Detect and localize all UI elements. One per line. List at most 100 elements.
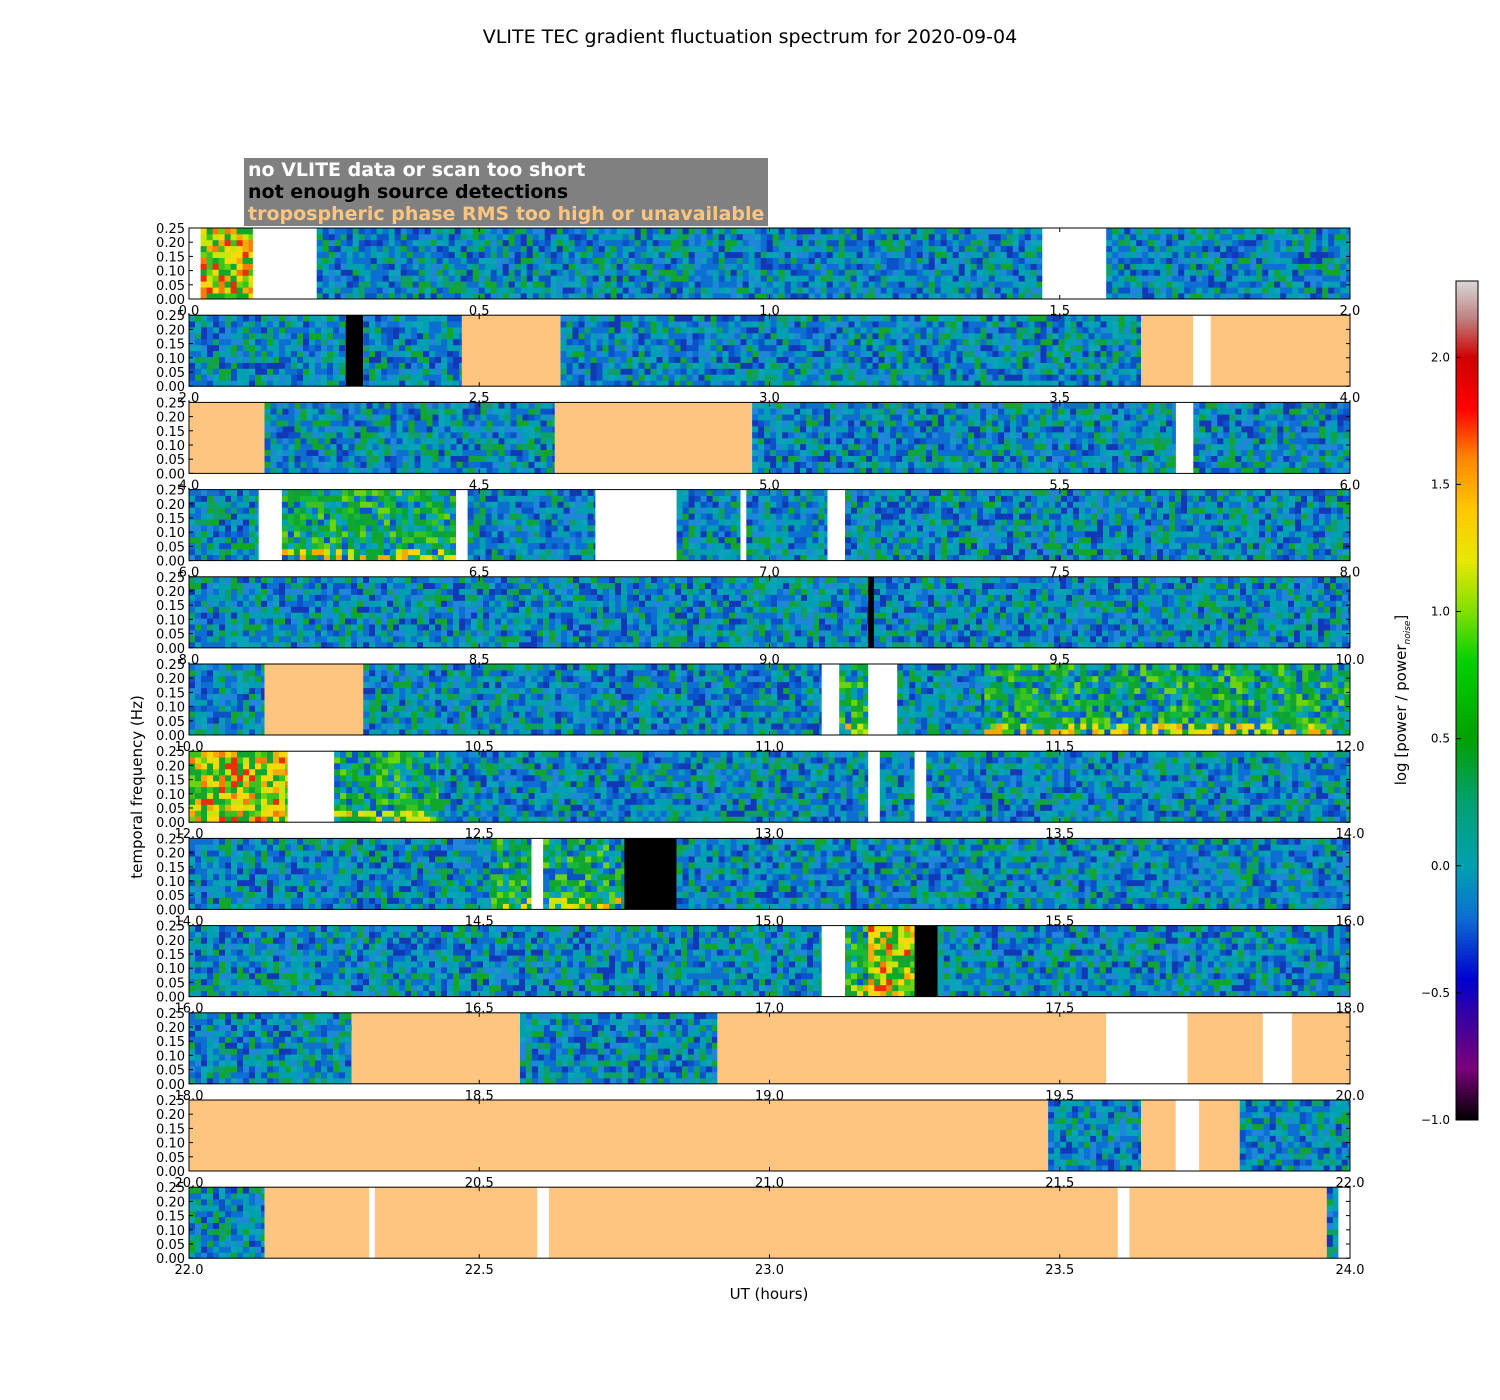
- heatmap-cell: [405, 356, 412, 363]
- heatmap-cell: [992, 374, 999, 381]
- heatmap-cell: [1232, 281, 1239, 288]
- heatmap-cell: [230, 275, 237, 282]
- heatmap-cell: [394, 281, 402, 288]
- heatmap-cell: [544, 245, 552, 253]
- heatmap-cell: [758, 461, 765, 468]
- heatmap-cell: [282, 467, 289, 474]
- heatmap-cell: [676, 257, 684, 264]
- heatmap-cell: [1328, 228, 1335, 235]
- heatmap-cell: [784, 239, 792, 247]
- heatmap-cell: [830, 344, 837, 352]
- heatmap-cell: [1262, 293, 1269, 300]
- heatmap-cell: [818, 426, 825, 433]
- heatmap-cell: [842, 443, 849, 451]
- heatmap-cell: [1106, 350, 1113, 357]
- heatmap-cell: [664, 269, 672, 276]
- heatmap-cell: [1058, 315, 1065, 322]
- heatmap-cell: [890, 362, 897, 369]
- heatmap-cell: [1184, 263, 1191, 270]
- heatmap-cell: [838, 251, 846, 258]
- heatmap-cell: [590, 338, 597, 346]
- heatmap-cell: [908, 315, 915, 322]
- heatmap-cell: [372, 467, 379, 474]
- heatmap-cell: [856, 251, 864, 258]
- heatmap-cell: [988, 251, 996, 258]
- heatmap-cell: [878, 461, 885, 468]
- heatmap-cell: [462, 455, 469, 462]
- heatmap-cell: [884, 380, 891, 387]
- heatmap-cell: [748, 275, 756, 282]
- heatmap-cell: [333, 315, 340, 322]
- heatmap-cell: [213, 344, 220, 352]
- heatmap-cell: [718, 245, 726, 253]
- heatmap-cell: [381, 332, 388, 340]
- heatmap-cell: [634, 228, 642, 235]
- heatmap-cell: [988, 228, 996, 235]
- heatmap-cell: [734, 321, 741, 328]
- heatmap-cell: [466, 263, 474, 270]
- heatmap-cell: [426, 449, 433, 456]
- heatmap-cell: [516, 426, 523, 433]
- heatmap-cell: [590, 327, 597, 334]
- heatmap-cell: [474, 449, 481, 456]
- heatmap-cell: [910, 233, 918, 241]
- heatmap-cell: [342, 455, 349, 462]
- heatmap-cell: [514, 233, 522, 241]
- heatmap-cell: [342, 467, 349, 474]
- heatmap-cell: [414, 432, 421, 439]
- heatmap-cell: [848, 380, 855, 387]
- heatmap-cell: [962, 426, 969, 433]
- heatmap-cell: [776, 437, 783, 445]
- heatmap-cell: [1076, 374, 1083, 381]
- heatmap-cell: [890, 449, 897, 456]
- heatmap-cell: [429, 327, 436, 334]
- heatmap-cell: [914, 362, 921, 369]
- heatmap-cell: [322, 257, 330, 264]
- heatmap-cell: [898, 269, 906, 276]
- heatmap-cell: [904, 251, 912, 258]
- heatmap-cell: [1030, 233, 1038, 241]
- heatmap-cell: [370, 287, 378, 294]
- heatmap-cell: [802, 269, 810, 276]
- heatmap-cell: [856, 293, 864, 300]
- heatmap-cell: [962, 437, 969, 445]
- heatmap-cell: [932, 432, 939, 439]
- heatmap-cell: [926, 443, 933, 451]
- heatmap-cell: [352, 257, 360, 264]
- heatmap-cell: [656, 362, 663, 369]
- heatmap-cell: [219, 315, 226, 322]
- heatmap-cell: [1036, 233, 1043, 241]
- heatmap-cell: [1100, 344, 1107, 352]
- heatmap-cell: [578, 362, 585, 369]
- heatmap-cell: [456, 461, 463, 468]
- heatmap-cell: [712, 263, 720, 270]
- heatmap-cell: [844, 233, 852, 241]
- heatmap-cell: [848, 461, 855, 468]
- heatmap-cell: [369, 332, 376, 340]
- heatmap-cell: [842, 321, 849, 328]
- heatmap-cell: [752, 332, 759, 340]
- heatmap-cell: [1004, 315, 1011, 322]
- heatmap-cell: [1124, 362, 1131, 369]
- heatmap-cell: [800, 426, 807, 433]
- heatmap-cell: [958, 293, 966, 300]
- heatmap-cell: [309, 332, 316, 340]
- heatmap-cell: [560, 327, 567, 334]
- heatmap-cell: [868, 263, 876, 270]
- heatmap-cell: [333, 332, 340, 340]
- heatmap-cell: [890, 467, 897, 474]
- heatmap-cell: [986, 432, 993, 439]
- data-segment: [1106, 228, 1351, 300]
- heatmap-cell: [688, 275, 696, 282]
- heatmap-cell: [922, 281, 930, 288]
- heatmap-cell: [1112, 269, 1119, 276]
- heatmap-cell: [758, 362, 765, 369]
- heatmap-cell: [854, 408, 861, 415]
- heatmap-cell: [303, 321, 310, 328]
- heatmap-cell: [674, 321, 681, 328]
- heatmap-cell: [364, 233, 372, 241]
- heatmap-cell: [1100, 321, 1107, 328]
- heatmap-cell: [992, 455, 999, 462]
- heatmap-cell: [1024, 245, 1032, 253]
- heatmap-cell: [490, 269, 498, 276]
